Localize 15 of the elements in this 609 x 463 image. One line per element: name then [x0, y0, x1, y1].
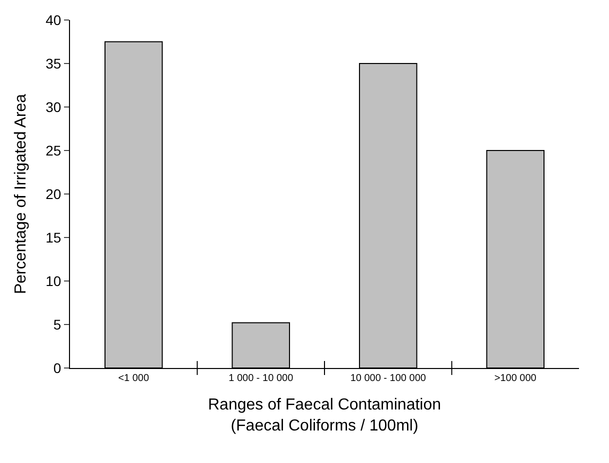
x-tick-label: 10 000 - 100 000 — [350, 373, 426, 384]
y-tick-label: 15 — [46, 229, 62, 246]
x-tick-label: <1 000 — [118, 373, 150, 384]
y-tick-label: 10 — [46, 272, 62, 289]
y-tick-label: 5 — [53, 316, 62, 332]
y-tick-label: 25 — [46, 142, 62, 158]
y-tick-label: 40 — [46, 12, 62, 28]
x-axis-title: Ranges of Faecal Contamination (Faecal Coliforms / 100ml) — [208, 396, 442, 434]
y-tick-label: 0 — [53, 360, 62, 376]
y-tick-label: 35 — [46, 55, 62, 72]
x-tick-label: 1 000 - 10 000 — [228, 373, 294, 384]
y-tick-label: 20 — [46, 186, 62, 202]
y-axis-title: Percentage of Irrigated Area — [12, 94, 30, 294]
y-tick-label: 30 — [46, 98, 62, 115]
x-tick-label: >100 000 — [494, 373, 537, 384]
